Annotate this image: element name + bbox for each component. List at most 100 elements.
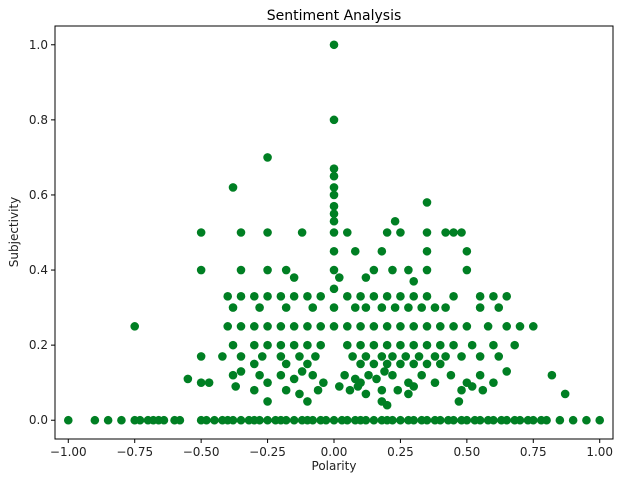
x-tick-label: 0.75 [520,445,547,459]
scatter-point [295,389,304,399]
scatter-point [345,385,355,395]
scatter-point [356,292,365,301]
scatter-point [342,340,352,350]
scatter-point [515,415,525,425]
scatter-point [63,415,73,425]
scatter-point [329,115,339,125]
scatter-point [175,415,185,425]
scatter-point [369,340,379,350]
scatter-point [321,415,331,425]
scatter-point [329,190,339,200]
scatter-point [475,415,485,425]
scatter-point [263,397,272,406]
x-axis: −1.00 −0.75 −0.50 −0.25 0.00 0.25 0.50 0.75 1.00 [50,439,613,459]
scatter-point [441,303,450,312]
scatter-point [462,265,472,275]
scatter-point [218,352,227,361]
scatter-point [372,374,381,384]
scatter-point [475,370,485,380]
scatter-point [396,228,405,237]
scatter-point [276,352,286,361]
x-tick-label: 0.25 [387,445,414,459]
scatter-point [249,359,259,369]
scatter-point [236,322,246,331]
scatter-point [404,265,413,275]
scatter-point [228,183,238,192]
y-tick-label: 0.6 [29,188,48,202]
scatter-point [454,397,464,406]
scatter-point [319,378,328,387]
scatter-point [329,246,339,256]
scatter-point [236,352,246,361]
scatter-point [462,246,472,256]
scatter-point [281,303,291,312]
scatter-point [329,171,339,181]
x-tick-label: 0.50 [453,445,480,459]
scatter-point [489,378,498,387]
scatter-point [117,415,126,425]
scatter-point [449,292,458,301]
scatter-point [435,340,445,350]
scatter-point [329,164,339,173]
y-axis-label: Subjectivity [7,197,21,267]
scatter-point [430,303,440,312]
scatter-point [462,322,472,331]
scatter-point [311,352,320,361]
scatter-point [560,389,570,399]
scatter-point [329,183,339,192]
scatter-point [361,303,371,312]
scatter-point [276,292,286,301]
scatter-point [388,415,397,425]
scatter-point [380,367,389,376]
scatter-point [289,292,299,301]
scatter-point [422,246,432,256]
y-tick-label: 1.0 [29,38,48,52]
scatter-point [483,322,493,331]
scatter-point [316,292,326,301]
scatter-point [350,303,360,312]
scatter-point [528,322,538,331]
scatter-point [159,415,169,425]
scatter-point [409,359,419,369]
scatter-point [329,415,339,425]
scatter-point [236,265,246,275]
scatter-point [90,415,100,425]
scatter-point [475,352,485,361]
scatter-point [382,400,392,410]
scatter-point [350,246,360,256]
scatter-point [475,303,485,312]
scatter-point [316,340,326,350]
y-tick-label: 0.0 [29,413,48,427]
scatter-point [356,322,365,331]
scatter-point [404,389,413,399]
scatter-point [263,228,272,237]
scatter-point [276,322,286,331]
scatter-point [369,415,379,425]
scatter-point [204,378,214,387]
scatter-point [417,370,426,380]
x-tick-label: −0.75 [116,445,153,459]
scatter-point [255,370,264,380]
scatter-point [396,292,405,301]
scatter-point [494,352,504,361]
scatter-point [422,265,432,275]
scatter-point [281,265,291,275]
scatter-point [335,273,344,282]
x-axis-label: Polarity [312,459,357,473]
scatter-point [308,370,318,380]
scatter-point [441,352,450,361]
scatter-point [263,292,272,301]
scatter-point [382,340,392,350]
y-axis: 0.0 0.2 0.4 0.6 0.8 1.0 [29,38,55,427]
scatter-point [348,352,357,361]
scatter-point [377,352,387,361]
x-tick-label: 1.00 [586,445,613,459]
y-tick-label: 0.2 [29,338,48,352]
x-tick-label: 0.00 [321,445,348,459]
x-tick-label: −0.25 [249,445,286,459]
scatter-point [369,359,379,369]
scatter-point [489,292,498,301]
scatter-point [547,370,557,380]
scatter-point [196,378,206,387]
